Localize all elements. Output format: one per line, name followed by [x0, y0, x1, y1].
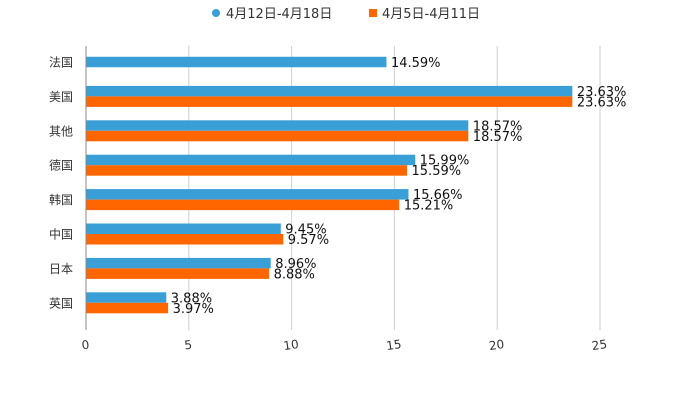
data-label: 23.63%	[577, 85, 627, 100]
bar-series-2[interactable]	[86, 96, 573, 107]
category-label: 德国	[49, 158, 73, 173]
data-label: 15.59%	[412, 164, 462, 179]
bar-series-1[interactable]	[86, 257, 271, 269]
data-label: 15.21%	[404, 199, 454, 214]
bar-series-1[interactable]	[86, 120, 469, 131]
data-label: 18.57%	[473, 119, 523, 134]
x-tick-label: 25	[591, 337, 608, 353]
bar-series-2[interactable]	[86, 302, 169, 314]
x-tick-label: 10	[283, 337, 300, 353]
category-label: 日本	[49, 262, 73, 276]
category-label: 英国	[49, 296, 73, 310]
bar-series-2[interactable]	[86, 234, 284, 245]
legend-marker-series-1	[212, 9, 220, 17]
bars	[86, 56, 573, 314]
data-label: 3.88%	[171, 291, 212, 306]
x-tick-label: 20	[488, 337, 505, 353]
x-axis-ticks: 0 5 10 15 20 25	[81, 337, 608, 353]
category-label: 法国	[49, 56, 73, 70]
x-tick-label: 0	[81, 338, 91, 353]
bar-series-1[interactable]	[86, 292, 167, 303]
legend-marker-series-2	[369, 9, 377, 17]
data-label: 15.99%	[420, 154, 470, 169]
data-label: 8.88%	[274, 267, 315, 282]
bar-series-1[interactable]	[86, 56, 387, 68]
bar-series-1[interactable]	[86, 85, 573, 97]
data-label: 9.45%	[285, 223, 326, 238]
category-label: 其他	[49, 124, 73, 138]
x-tick-label: 5	[183, 338, 193, 353]
bar-series-2[interactable]	[86, 268, 270, 279]
data-label: 18.57%	[473, 130, 523, 145]
bar-series-1[interactable]	[86, 223, 281, 235]
bar-series-1[interactable]	[86, 154, 416, 166]
data-label: 23.63%	[577, 95, 627, 110]
category-label: 韩国	[49, 192, 73, 207]
legend-label-series-2[interactable]: 4月5日-4月11日	[382, 7, 480, 22]
bar-series-2[interactable]	[86, 130, 469, 142]
legend: 4月12日-4月18日 4月5日-4月11日	[212, 7, 480, 22]
category-label: 中国	[49, 227, 73, 242]
bar-series-2[interactable]	[86, 199, 400, 211]
x-tick-label: 15	[385, 337, 402, 353]
data-label: 9.57%	[288, 233, 329, 248]
data-label: 3.97%	[173, 302, 214, 317]
bar-series-2[interactable]	[86, 165, 408, 176]
category-label: 美国	[49, 90, 73, 104]
bar-series-1[interactable]	[86, 189, 409, 200]
data-label: 14.59%	[391, 56, 441, 71]
legend-label-series-1[interactable]: 4月12日-4月18日	[226, 7, 332, 22]
data-label: 15.66%	[413, 188, 463, 203]
data-label: 8.96%	[275, 257, 316, 272]
data-labels: 14.59%23.63%23.63%18.57%18.57%15.99%15.5…	[171, 56, 627, 317]
